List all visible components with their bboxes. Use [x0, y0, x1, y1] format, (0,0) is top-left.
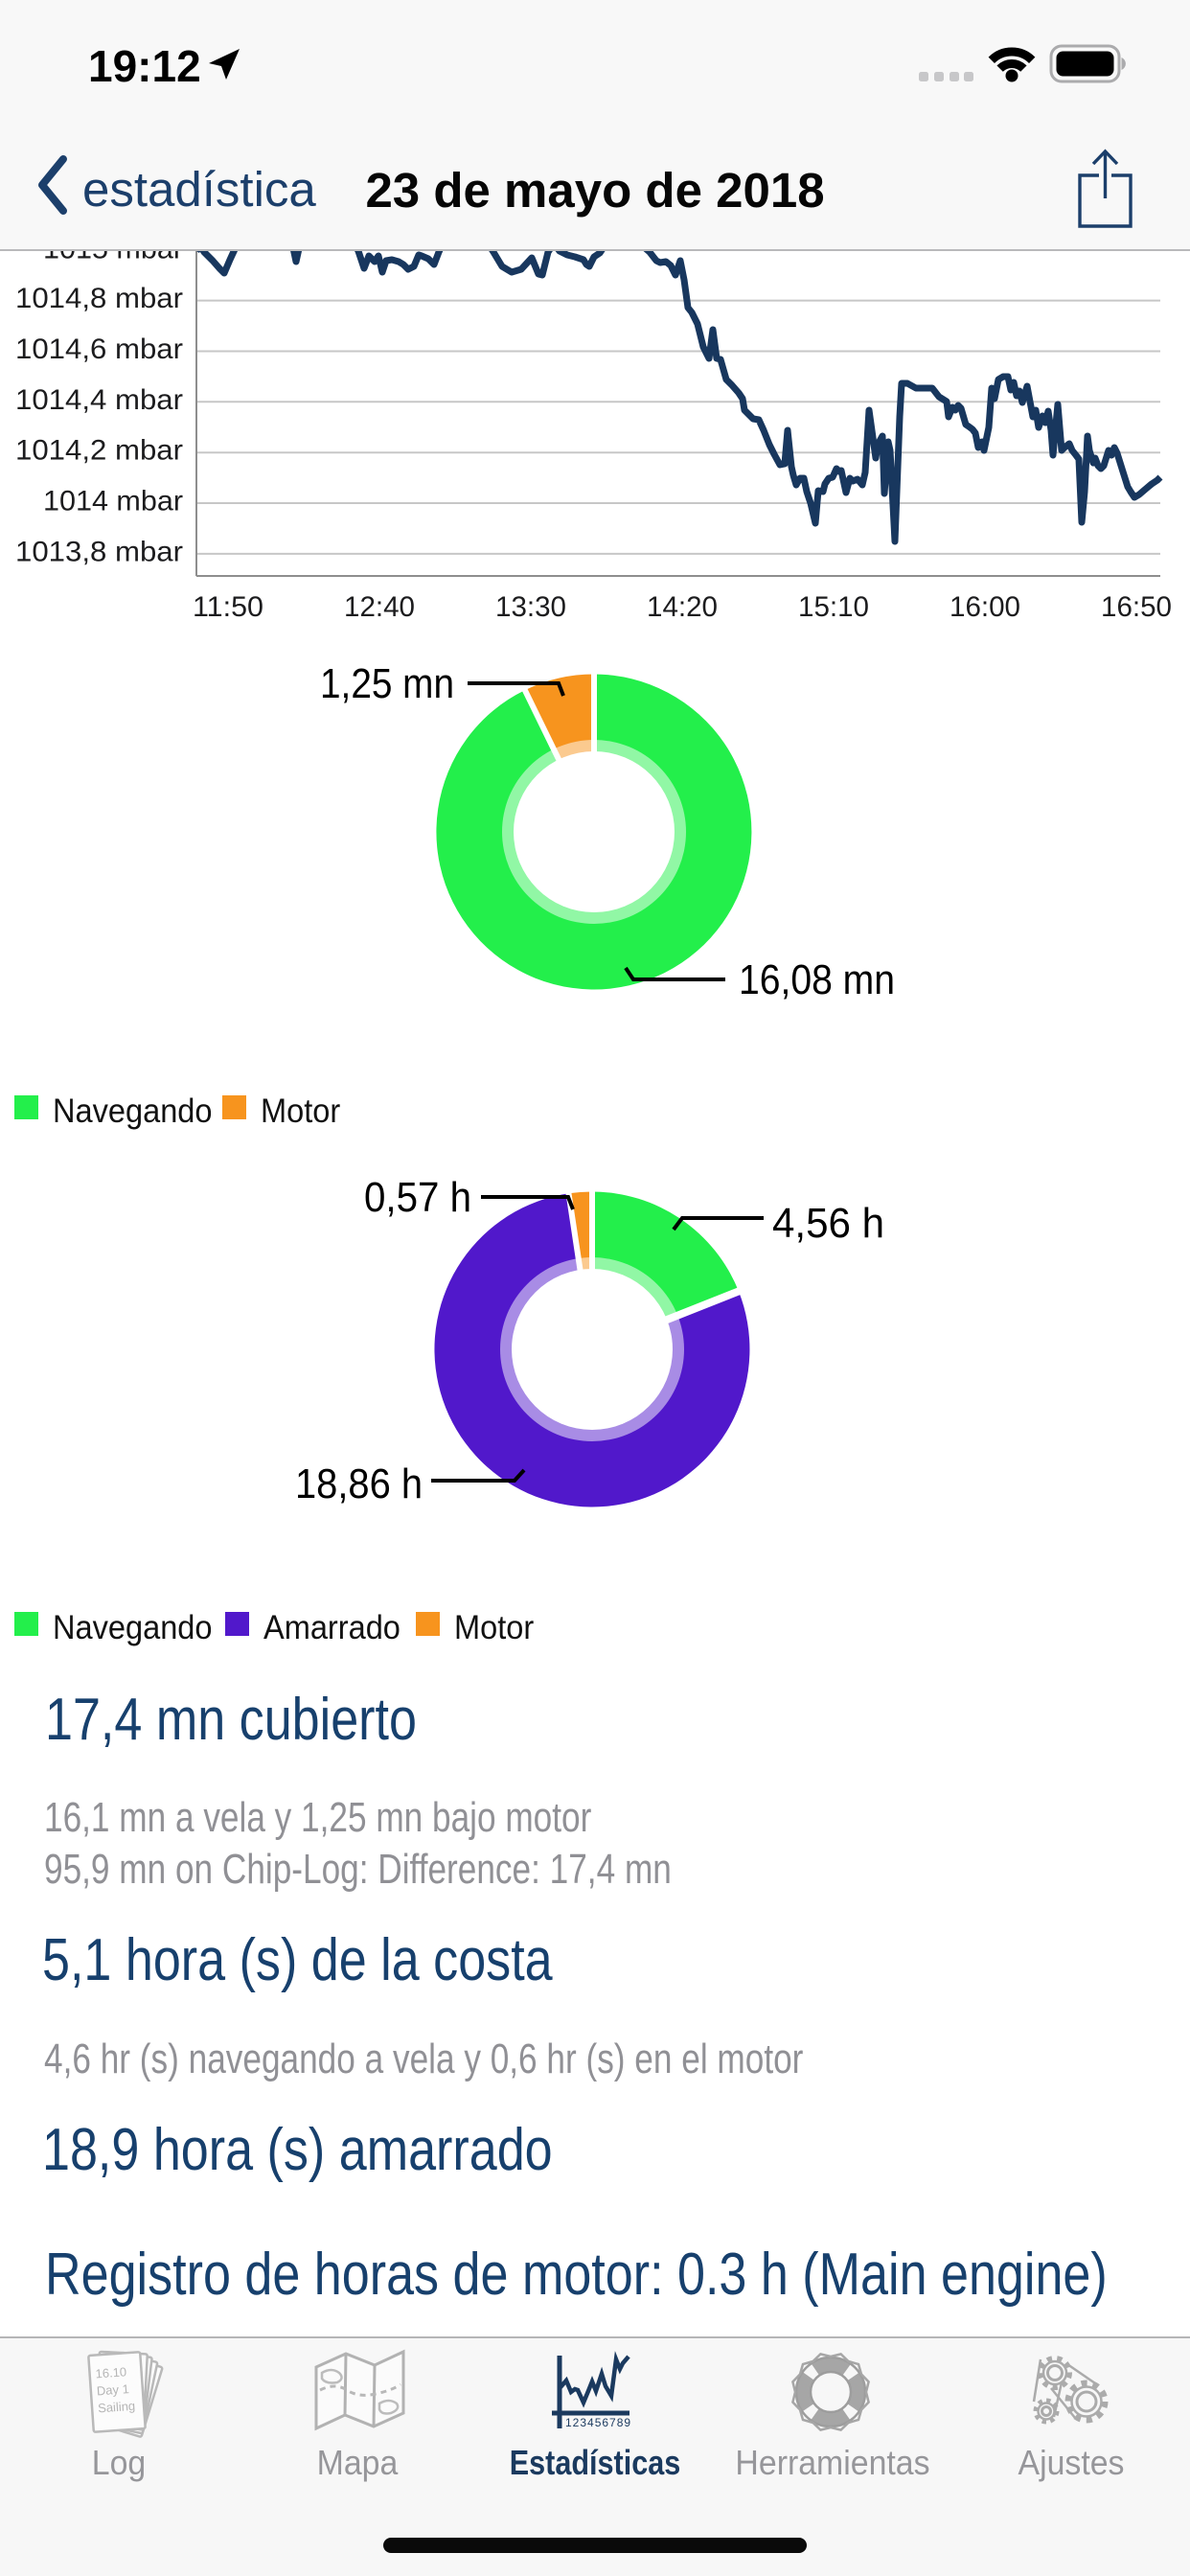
svg-text:14:20: 14:20: [647, 591, 718, 623]
svg-text:16:50: 16:50: [1101, 591, 1172, 623]
svg-text:1,25 mn: 1,25 mn: [320, 660, 454, 707]
svg-text:Sailing: Sailing: [98, 2399, 136, 2416]
svg-text:0,57 h: 0,57 h: [364, 1174, 471, 1221]
svg-text:23 de mayo de 2018: 23 de mayo de 2018: [365, 163, 824, 218]
svg-text:16:00: 16:00: [950, 591, 1020, 623]
svg-text:11:50: 11:50: [193, 591, 263, 623]
svg-text:15:10: 15:10: [798, 591, 869, 623]
svg-text:123456789: 123456789: [565, 2416, 631, 2429]
svg-text:1013,8 mbar: 1013,8 mbar: [15, 536, 183, 567]
svg-text:16,08 mn: 16,08 mn: [739, 956, 895, 1003]
svg-text:1014,2 mbar: 1014,2 mbar: [15, 435, 183, 467]
svg-text:13:30: 13:30: [495, 591, 566, 623]
svg-text:1014,6 mbar: 1014,6 mbar: [15, 334, 183, 365]
svg-text:18,86 h: 18,86 h: [295, 1460, 423, 1507]
svg-text:Day 1: Day 1: [96, 2381, 129, 2398]
svg-text:19:12: 19:12: [88, 41, 201, 91]
svg-text:12:40: 12:40: [344, 591, 415, 623]
svg-text:1014,8 mbar: 1014,8 mbar: [15, 283, 183, 314]
svg-text:1014,4 mbar: 1014,4 mbar: [15, 384, 183, 416]
svg-text:4,56 h: 4,56 h: [772, 1200, 884, 1247]
svg-text:16.10: 16.10: [95, 2364, 127, 2380]
svg-text:1014 mbar: 1014 mbar: [43, 486, 183, 518]
svg-text:estadística: estadística: [82, 162, 316, 217]
